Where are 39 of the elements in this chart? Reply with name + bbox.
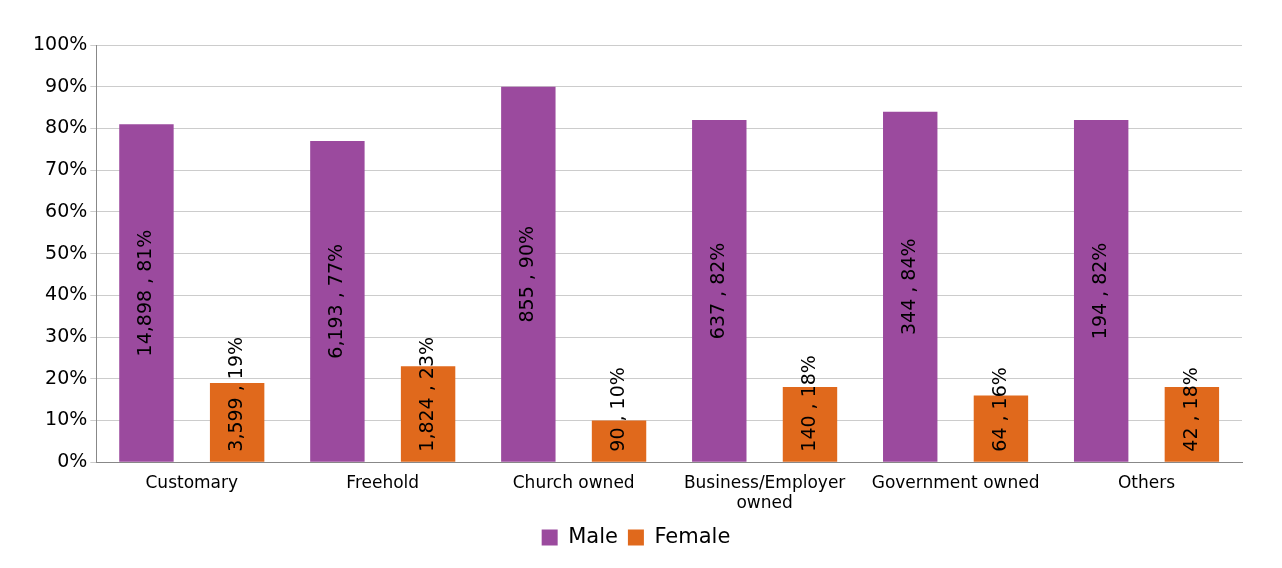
y-tick-label: 20% — [45, 365, 88, 388]
y-tick-label: 0% — [57, 449, 88, 472]
data-label: 855 , 90% — [515, 225, 538, 323]
data-label: 64 , 16% — [987, 367, 1010, 452]
data-label: 140 , 18% — [796, 355, 819, 452]
data-label: 1,824 , 23% — [415, 336, 438, 452]
x-tick-label: Others — [1117, 471, 1176, 492]
x-tick-label: Customary — [145, 471, 239, 492]
y-tick-label: 10% — [45, 407, 88, 430]
bar — [501, 86, 556, 462]
x-tick-label: Business/Employer owned — [683, 471, 846, 513]
y-tick-label: 30% — [45, 323, 88, 346]
y-tick-label: 80% — [45, 115, 88, 138]
bar — [883, 111, 938, 462]
y-tick-label: 60% — [45, 198, 88, 221]
data-label: 344 , 84% — [897, 238, 920, 336]
y-tick-label: 40% — [45, 282, 88, 305]
data-label: 6,193 , 77% — [324, 243, 347, 359]
data-label: 637 , 82% — [706, 242, 729, 340]
x-tick-label: Government owned — [871, 471, 1040, 492]
bar — [591, 420, 647, 462]
y-tick-label: 70% — [45, 157, 88, 180]
legend-label: Female — [654, 523, 731, 548]
bar — [1073, 120, 1129, 462]
data-label: 42 , 18% — [1178, 367, 1201, 452]
y-tick-label: 90% — [45, 73, 88, 96]
bar — [209, 382, 265, 462]
bar — [692, 120, 747, 462]
y-tick-label: 100% — [32, 31, 88, 54]
bar — [310, 140, 365, 462]
x-tick-label: Freehold — [346, 471, 420, 492]
x-tick-label: Church owned — [512, 471, 635, 492]
bar — [119, 124, 174, 462]
data-label: 90 , 10% — [605, 367, 628, 452]
data-label: 14,898 , 81% — [133, 229, 156, 357]
data-label: 194 , 82% — [1088, 242, 1111, 340]
legend-label: Male — [568, 523, 618, 548]
data-label: 3,599 , 19% — [224, 336, 247, 452]
y-tick-label: 50% — [45, 240, 88, 263]
